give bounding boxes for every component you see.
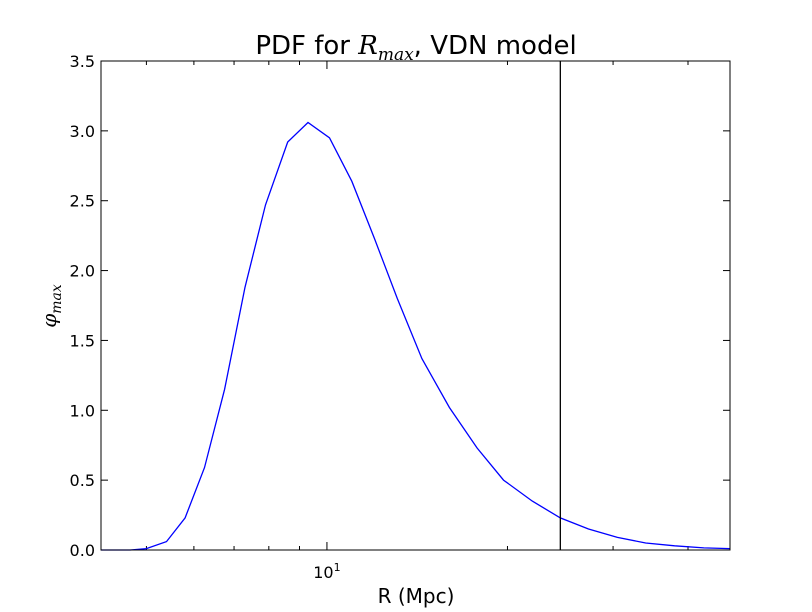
y-tick-label: 1.5 <box>70 331 95 350</box>
y-tick-label: 1.0 <box>70 401 95 420</box>
y-axis-label: φmax <box>37 284 65 328</box>
y-tick-label: 3.5 <box>70 52 95 71</box>
x-tick-base: 10 <box>313 563 333 582</box>
y-tick-label: 2.0 <box>70 262 95 281</box>
y-tick-label: 2.5 <box>70 192 95 211</box>
title-math-sub: max <box>378 45 414 65</box>
y-tick-label: 0.5 <box>70 471 95 490</box>
x-tick-label-10: 101 <box>313 561 340 582</box>
series-layer <box>101 61 731 551</box>
y-tick-label: 0.0 <box>70 541 95 560</box>
title-prefix: PDF for <box>255 31 358 61</box>
plot-frame <box>100 60 731 551</box>
series-line-0 <box>101 121 731 551</box>
x-axis-label: R (Mpc) <box>378 584 455 608</box>
chart-title: PDF for Rmax, VDN model <box>255 31 576 65</box>
y-tick-labels: 0.0 0.5 1.0 1.5 2.0 2.5 3.0 3.5 <box>70 52 95 560</box>
y-tick-label: 3.0 <box>70 122 95 141</box>
title-suffix: , VDN model <box>414 31 577 61</box>
tick-marks <box>101 60 730 551</box>
x-tick-labels: 101 <box>313 561 340 582</box>
title-math-base: R <box>357 31 378 61</box>
y-axis-label-base: φ <box>37 314 61 328</box>
x-tick-exp: 1 <box>334 561 341 574</box>
y-axis-label-sub: max <box>49 284 65 314</box>
